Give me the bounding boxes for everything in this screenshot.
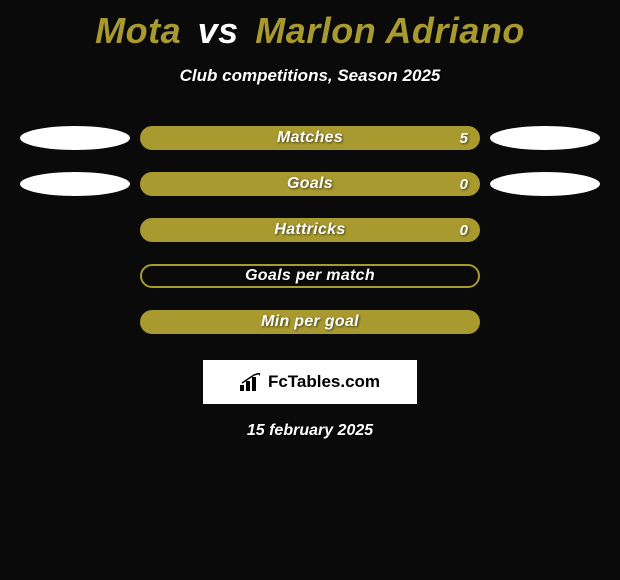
comparison-title: Mota vs Marlon Adriano: [0, 0, 620, 52]
stat-row: Goals 0: [0, 172, 620, 196]
right-ellipse: [490, 126, 600, 150]
stat-row: Min per goal: [0, 310, 620, 334]
right-ellipse: [490, 172, 600, 196]
stat-value: 0: [460, 176, 468, 193]
stat-rows: Matches 5 Goals 0 Hattricks 0 Goals per match M…: [0, 126, 620, 334]
stat-label: Min per goal: [261, 313, 359, 331]
title-right-player: Marlon Adriano: [255, 10, 525, 51]
stat-bar: Hattricks 0: [140, 218, 480, 242]
stat-row: Goals per match: [0, 264, 620, 288]
stat-bar: Min per goal: [140, 310, 480, 334]
stat-row: Matches 5: [0, 126, 620, 150]
stat-label: Matches: [277, 129, 343, 147]
brand-text: FcTables.com: [268, 372, 380, 392]
stat-label: Goals per match: [245, 267, 375, 285]
left-ellipse: [20, 126, 130, 150]
brand-badge: FcTables.com: [203, 360, 417, 404]
date-text: 15 february 2025: [0, 422, 620, 440]
stat-bar: Goals 0: [140, 172, 480, 196]
stat-label: Hattricks: [274, 221, 345, 239]
left-ellipse: [20, 172, 130, 196]
stat-bar: Goals per match: [140, 264, 480, 288]
stat-bar: Matches 5: [140, 126, 480, 150]
bars-icon: [240, 373, 262, 391]
stat-label: Goals: [287, 175, 333, 193]
stat-row: Hattricks 0: [0, 218, 620, 242]
subtitle: Club competitions, Season 2025: [0, 66, 620, 86]
stat-value: 5: [460, 130, 468, 147]
stat-value: 0: [460, 222, 468, 239]
title-left-player: Mota: [95, 10, 181, 51]
title-vs: vs: [198, 10, 239, 51]
